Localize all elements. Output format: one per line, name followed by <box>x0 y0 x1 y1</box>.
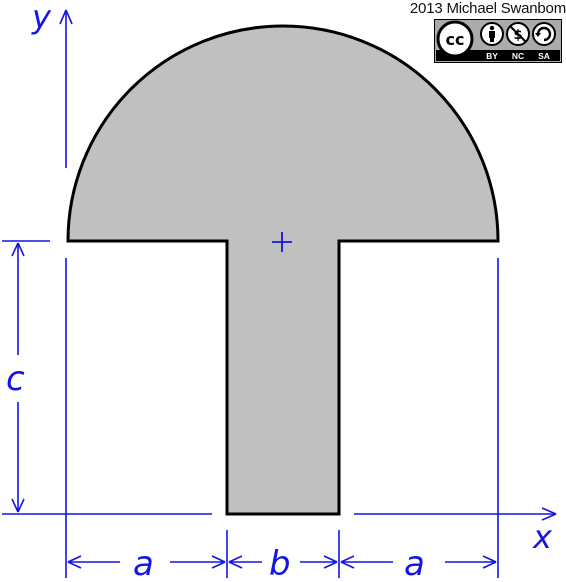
badge-nc-label: NC <box>512 51 524 61</box>
cross-section-shape <box>66 24 500 516</box>
cc-license-badge[interactable]: cc $ BY NC SA <box>434 19 562 63</box>
x-axis-label: x <box>532 518 553 556</box>
y-axis <box>59 9 73 578</box>
noncommercial-icon: $ <box>506 22 530 46</box>
dimension-c-label: c <box>6 359 25 399</box>
dimension-c <box>2 240 50 513</box>
svg-text:cc: cc <box>446 30 465 49</box>
dimension-a-right <box>340 555 497 569</box>
by-attribution-icon <box>480 22 504 46</box>
sharealike-icon <box>532 22 556 46</box>
author-credit: 2013 Michael Swanbom <box>409 0 566 17</box>
dimension-a-left-label: a <box>133 544 154 582</box>
dimension-a-right-label: a <box>404 544 425 582</box>
dimension-extension-lines <box>226 258 499 578</box>
dimension-a-left <box>67 555 226 569</box>
x-axis <box>2 507 557 521</box>
dimension-b-label: b <box>269 544 291 582</box>
svg-text:$: $ <box>513 28 522 43</box>
y-axis-label: y <box>31 0 52 36</box>
badge-sa-label: SA <box>538 51 550 61</box>
dimension-b <box>228 555 338 569</box>
cc-logo-icon: cc <box>436 20 474 58</box>
badge-by-label: BY <box>486 51 498 61</box>
centroid-marker <box>272 232 292 252</box>
